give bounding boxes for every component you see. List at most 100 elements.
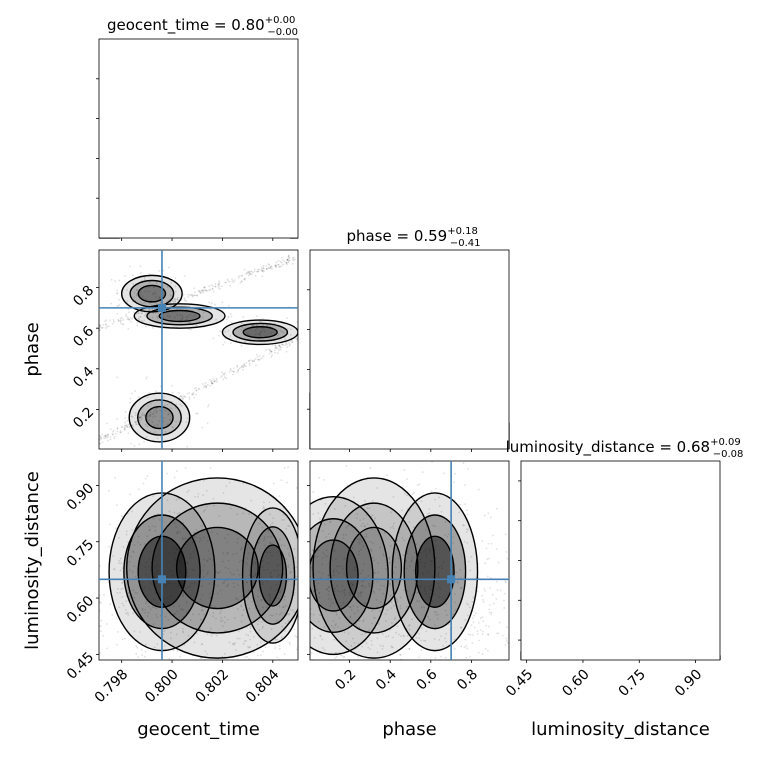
scatter-point xyxy=(223,621,226,624)
scatter-point xyxy=(442,644,444,647)
scatter-point xyxy=(285,261,288,264)
scatter-point xyxy=(140,301,142,304)
scatter-point xyxy=(189,328,192,331)
scatter-point xyxy=(276,656,278,659)
scatter-point xyxy=(473,614,476,617)
scatter-point xyxy=(275,266,277,269)
scatter-point xyxy=(496,632,498,635)
scatter-point xyxy=(488,611,491,614)
scatter-point xyxy=(104,323,107,326)
scatter-point xyxy=(120,588,123,591)
scatter-point xyxy=(491,675,493,677)
scatter-point xyxy=(340,565,343,568)
scatter-point xyxy=(323,708,325,710)
truth-marker xyxy=(157,575,166,584)
scatter-point xyxy=(159,301,162,304)
scatter-point xyxy=(221,285,223,288)
scatter-point xyxy=(206,571,209,573)
scatter-point xyxy=(303,573,305,575)
scatter-point xyxy=(430,584,433,587)
scatter-point xyxy=(410,560,413,563)
scatter-point xyxy=(142,482,145,485)
scatter-point xyxy=(120,317,123,320)
scatter-point xyxy=(207,404,210,406)
scatter-point xyxy=(119,659,122,660)
scatter-point xyxy=(268,501,271,504)
scatter-point xyxy=(106,647,109,650)
scatter-point xyxy=(333,574,335,577)
scatter-point xyxy=(104,434,107,436)
scatter-point xyxy=(336,626,339,628)
scatter-point xyxy=(195,529,198,531)
scatter-point xyxy=(400,679,402,681)
density-contour xyxy=(232,322,289,342)
scatter-point xyxy=(254,274,257,277)
scatter-point xyxy=(269,593,271,596)
scatter-point xyxy=(425,552,428,555)
scatter-point xyxy=(127,308,130,311)
scatter-point xyxy=(185,318,188,321)
scatter-point xyxy=(219,612,221,615)
scatter-point xyxy=(424,562,427,565)
scatter-point xyxy=(155,581,158,583)
scatter-point xyxy=(212,290,215,293)
scatter-point xyxy=(504,659,507,660)
scatter-point xyxy=(343,655,346,658)
scatter-point xyxy=(272,482,275,485)
scatter-point xyxy=(169,569,172,572)
scatter-point xyxy=(330,602,333,605)
scatter-point xyxy=(173,552,176,555)
scatter-point xyxy=(169,407,171,409)
scatter-point xyxy=(437,571,440,574)
scatter-point xyxy=(261,275,264,278)
scatter-point xyxy=(376,487,379,489)
scatter-point xyxy=(462,462,465,464)
scatter-point xyxy=(318,540,320,543)
scatter-point xyxy=(193,291,196,294)
x-axis-label-luminosity_distance: luminosity_distance xyxy=(531,719,710,740)
scatter-point xyxy=(280,544,283,547)
scatter-point xyxy=(254,607,257,610)
scatter-point xyxy=(193,569,196,572)
scatter-point xyxy=(284,595,286,598)
scatter-point xyxy=(189,294,192,297)
scatter-point xyxy=(406,634,409,637)
scatter-point xyxy=(408,628,411,631)
scatter-point xyxy=(240,620,243,623)
scatter-point xyxy=(226,541,229,544)
scatter-point xyxy=(321,557,324,559)
scatter-point xyxy=(192,391,195,394)
scatter-point xyxy=(161,709,163,711)
scatter-point xyxy=(227,316,230,319)
scatter-point xyxy=(406,478,408,480)
scatter-point xyxy=(355,517,358,520)
scatter-point xyxy=(125,533,128,536)
scatter-point xyxy=(179,699,181,701)
scatter-point xyxy=(91,562,93,564)
scatter-point xyxy=(318,592,321,595)
scatter-point xyxy=(170,595,173,597)
scatter-point xyxy=(168,510,171,513)
scatter-point xyxy=(156,424,159,427)
scatter-point xyxy=(157,298,160,301)
scatter-point xyxy=(351,584,354,586)
scatter-point xyxy=(123,686,125,688)
scatter-point xyxy=(284,630,286,632)
scatter-point xyxy=(267,580,269,583)
scatter-point xyxy=(299,542,301,544)
y-tick-label-phase: 0.6 xyxy=(70,323,97,350)
scatter-point xyxy=(240,365,243,368)
scatter-point xyxy=(472,621,475,624)
scatter-point xyxy=(181,317,184,320)
scatter-point xyxy=(286,343,289,346)
scatter-point xyxy=(229,284,231,287)
scatter-point xyxy=(244,277,246,280)
scatter-point xyxy=(327,574,330,576)
scatter-point xyxy=(202,536,205,539)
scatter-point xyxy=(501,634,504,637)
scatter-point xyxy=(363,525,366,528)
scatter-point xyxy=(343,588,346,591)
scatter-point xyxy=(148,281,151,284)
scatter-point xyxy=(243,277,246,280)
scatter-point xyxy=(472,596,475,599)
